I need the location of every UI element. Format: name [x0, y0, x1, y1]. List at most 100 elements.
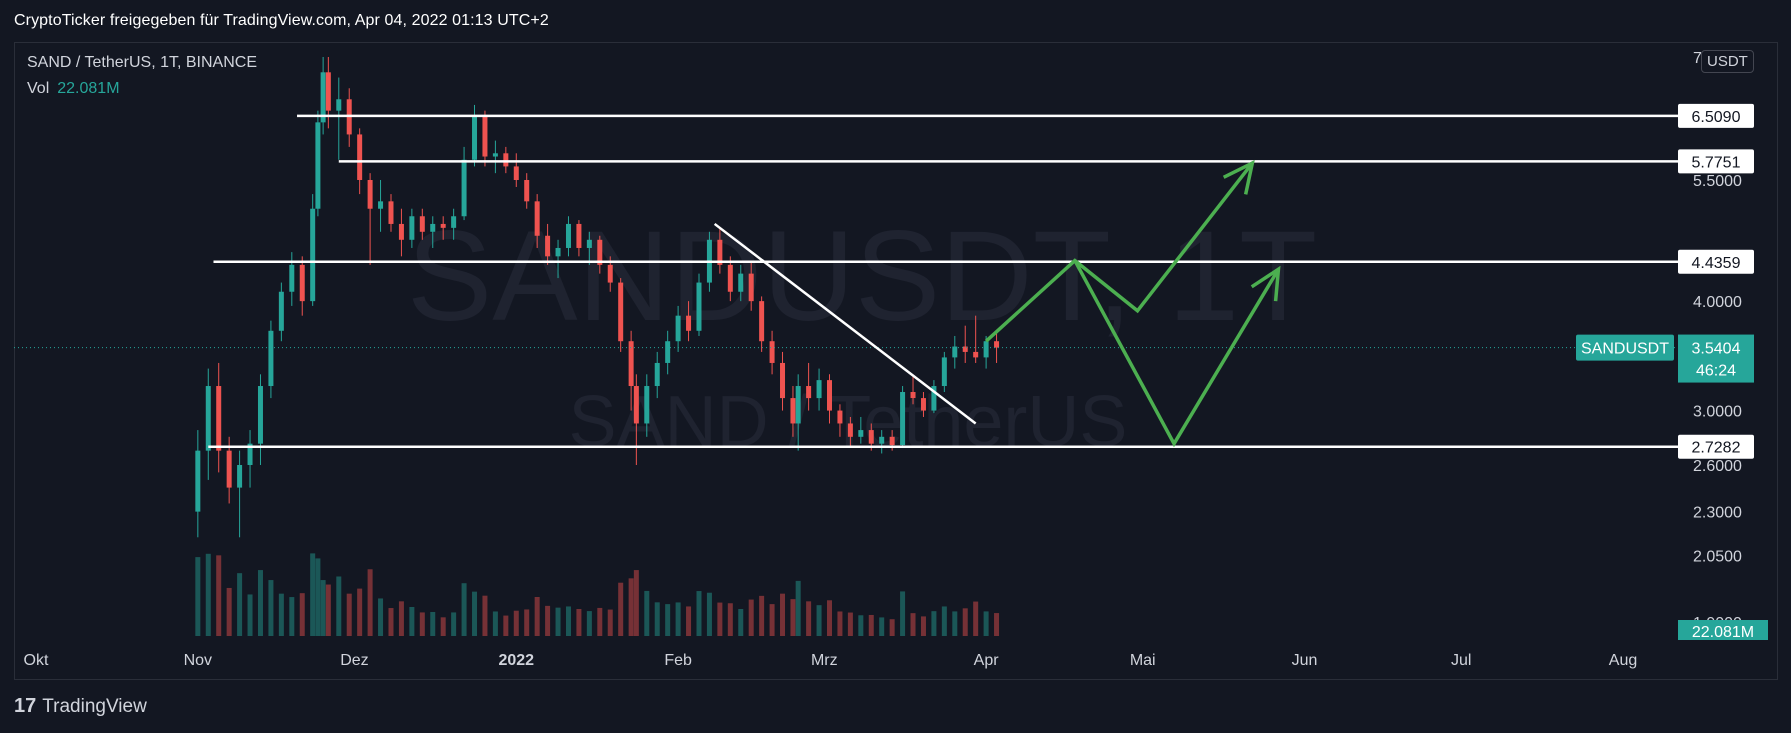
- level-price-box[interactable]: [1678, 103, 1754, 128]
- descending-trendline[interactable]: [713, 222, 977, 425]
- candle-body[interactable]: [325, 72, 331, 111]
- candle-body[interactable]: [983, 341, 989, 358]
- candle-body[interactable]: [910, 392, 916, 399]
- candle-body[interactable]: [472, 116, 478, 160]
- candle-body[interactable]: [586, 239, 592, 248]
- candle-body[interactable]: [675, 315, 681, 342]
- candle-body[interactable]: [226, 450, 232, 488]
- candle-body[interactable]: [503, 153, 509, 167]
- candle-body[interactable]: [565, 223, 571, 248]
- level-price-box[interactable]: [1678, 434, 1754, 459]
- candle-body[interactable]: [795, 386, 801, 424]
- volume-legend[interactable]: Vol 22.081M: [27, 80, 120, 98]
- candle-body[interactable]: [952, 346, 958, 358]
- candle-body[interactable]: [388, 201, 394, 224]
- candle-body[interactable]: [607, 264, 613, 283]
- price-axis[interactable]: 5.50004.00003.00002.60002.30002.050071.9…: [1576, 50, 1768, 641]
- candle-body[interactable]: [440, 223, 446, 228]
- candle-body[interactable]: [628, 341, 634, 387]
- candle-body[interactable]: [780, 362, 786, 399]
- candle-body[interactable]: [941, 357, 947, 387]
- candle-body[interactable]: [597, 239, 603, 265]
- candle-body[interactable]: [299, 264, 305, 302]
- candle-body[interactable]: [837, 410, 843, 424]
- candle-body[interactable]: [315, 122, 321, 209]
- candle-body[interactable]: [920, 398, 926, 411]
- candle-body[interactable]: [665, 341, 671, 363]
- candle-body[interactable]: [806, 386, 812, 399]
- candle-body[interactable]: [247, 443, 253, 465]
- candle-body[interactable]: [644, 386, 650, 424]
- time-tick-label: Okt: [24, 652, 49, 669]
- candle-body[interactable]: [931, 386, 937, 411]
- candle-body[interactable]: [278, 291, 284, 331]
- candle-body[interactable]: [524, 180, 530, 202]
- symbol-badge[interactable]: [1576, 334, 1674, 361]
- candle-body[interactable]: [398, 223, 404, 240]
- candle-body[interactable]: [827, 380, 832, 411]
- projection-drawings[interactable]: [984, 159, 1281, 448]
- volume-last-box[interactable]: [1678, 620, 1768, 640]
- candle-body[interactable]: [289, 264, 295, 292]
- candle-body[interactable]: [717, 239, 723, 265]
- candle-body[interactable]: [430, 223, 436, 232]
- candle-body[interactable]: [237, 465, 243, 488]
- candle-body[interactable]: [900, 392, 906, 446]
- trendline-group[interactable]: [713, 222, 977, 425]
- time-axis[interactable]: Okt Nov Dez 2022 Feb Mrz Apr Mai Jun Jul Aug: [24, 652, 1638, 669]
- candle-body[interactable]: [336, 99, 342, 111]
- currency-button[interactable]: USDT: [1701, 50, 1754, 73]
- candle-body[interactable]: [994, 341, 1000, 348]
- candle-body[interactable]: [868, 430, 874, 444]
- candle-body[interactable]: [962, 346, 968, 352]
- candle-body[interactable]: [216, 386, 222, 451]
- candle-body[interactable]: [633, 386, 639, 424]
- candle-body[interactable]: [654, 362, 660, 387]
- candle-body[interactable]: [534, 201, 540, 236]
- candle-body[interactable]: [696, 282, 702, 331]
- candle-body[interactable]: [759, 301, 765, 342]
- tradingview-footer[interactable]: 17 TradingView: [14, 695, 147, 718]
- candle-body[interactable]: [492, 153, 498, 157]
- candle-body[interactable]: [816, 380, 822, 399]
- candle-body[interactable]: [858, 430, 864, 437]
- candle-body[interactable]: [367, 180, 373, 209]
- candle-body[interactable]: [847, 423, 853, 437]
- candle-body[interactable]: [461, 159, 467, 217]
- candle-body[interactable]: [357, 134, 363, 180]
- candle-body[interactable]: [790, 398, 796, 424]
- candle-body[interactable]: [310, 208, 316, 302]
- candle-body[interactable]: [576, 223, 582, 248]
- volume-bar: [440, 617, 446, 636]
- candle-body[interactable]: [555, 247, 561, 257]
- candle-body[interactable]: [889, 436, 895, 446]
- candle-body[interactable]: [727, 264, 733, 292]
- candle-body[interactable]: [268, 330, 274, 387]
- candle-body[interactable]: [513, 166, 519, 180]
- symbol-legend[interactable]: SAND / TetherUS, 1T, BINANCE: [27, 54, 257, 71]
- projection-path[interactable]: [1073, 259, 1280, 448]
- candle-body[interactable]: [409, 216, 415, 240]
- horizontal-levels[interactable]: [208, 114, 1680, 448]
- candle-body[interactable]: [748, 273, 754, 302]
- candle-body[interactable]: [769, 341, 775, 363]
- candle-body[interactable]: [205, 386, 211, 451]
- candle-body[interactable]: [879, 436, 885, 444]
- candle-body[interactable]: [545, 235, 551, 257]
- projection-path[interactable]: [984, 162, 1254, 343]
- candle-body[interactable]: [451, 216, 457, 228]
- level-price-box[interactable]: [1678, 249, 1754, 274]
- last-price-box[interactable]: [1678, 334, 1754, 383]
- candle-body[interactable]: [738, 273, 744, 292]
- candle-body[interactable]: [686, 315, 692, 331]
- candle-body[interactable]: [320, 72, 326, 123]
- candle-body[interactable]: [973, 351, 979, 358]
- candle-body[interactable]: [257, 386, 263, 444]
- candle-body[interactable]: [195, 450, 201, 512]
- candle-body[interactable]: [618, 282, 624, 342]
- candle-body[interactable]: [419, 216, 425, 232]
- candle-body[interactable]: [482, 116, 488, 157]
- candle-body[interactable]: [378, 201, 384, 209]
- level-price-box[interactable]: [1678, 149, 1754, 174]
